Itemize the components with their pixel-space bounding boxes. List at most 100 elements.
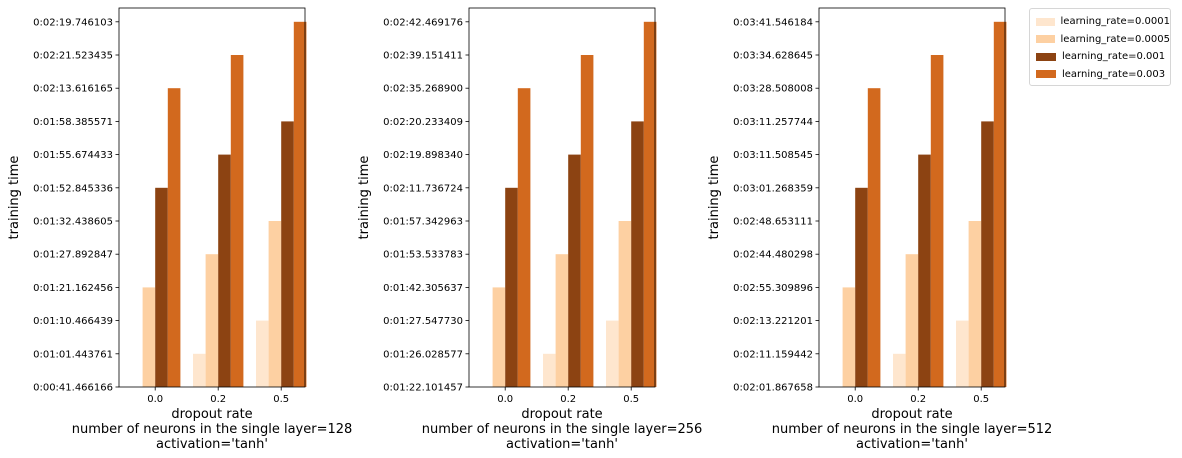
x-tick-label-3-1: 0.2 [910, 394, 926, 405]
bar-panel1-series4-cat3 [293, 21, 307, 388]
y-tick-label-3-3: 0:02:55.309896 [733, 283, 813, 294]
legend-swatch-lr-0.0001 [1036, 17, 1055, 26]
y-tick-label-1-5: 0:01:32.438605 [33, 217, 113, 228]
legend-label-lr-0.001: learning_rate=0.001 [1062, 51, 1166, 63]
legend-swatch-lr-0.001 [1036, 52, 1056, 61]
y-axis-label-3: training time [707, 156, 722, 240]
bar-panel2-series1-cat2 [543, 353, 556, 387]
y-tick-label-3-10: 0:03:34.628645 [733, 51, 813, 62]
x-tick-label-1-2: 0.5 [273, 394, 289, 405]
legend-label-lr-0.003: learning_rate=0.003 [1062, 68, 1166, 80]
y-tick-label-2-3: 0:01:42.305637 [383, 283, 463, 294]
subplot-caption-1-1: number of neurons in the single layer=12… [72, 422, 353, 437]
y-tick-label-3-9: 0:03:28.508008 [733, 84, 813, 95]
bar-panel1-series2-cat2 [205, 254, 219, 387]
y-axis-label-1: training time [7, 156, 22, 240]
y-tick-label-1-11: 0:02:19.746103 [33, 17, 113, 28]
bar-panel1-series4-cat2 [230, 55, 244, 387]
y-tick-label-2-5: 0:01:57.342963 [383, 217, 463, 228]
y-tick-label-3-11: 0:03:41.546184 [733, 17, 813, 28]
bar-panel3-series3-cat3 [981, 121, 994, 388]
y-tick-label-1-9: 0:02:13.616165 [33, 84, 113, 95]
y-tick-label-2-8: 0:02:20.233409 [383, 117, 463, 128]
x-axis-label-1: dropout rate [171, 407, 252, 422]
legend-item-lr-0.0005: learning_rate=0.0005 [1036, 31, 1170, 49]
subplot-caption-1-2: activation='tanh' [156, 437, 268, 452]
y-tick-label-2-7: 0:02:19.898340 [383, 150, 463, 161]
bar-panel2-series2-cat1 [492, 287, 506, 387]
axes-frame-1 [118, 7, 306, 388]
y-tick-label-3-4: 0:02:44.480298 [733, 250, 813, 261]
y-tick-label-1-3: 0:01:21.162456 [33, 283, 113, 294]
subplot-caption-2-2: activation='tanh' [506, 437, 618, 452]
legend-swatch-lr-0.0005 [1036, 35, 1055, 44]
y-axis-label-2: training time [357, 156, 372, 240]
bar-panel3-series2-cat1 [842, 287, 856, 387]
legend-swatch-lr-0.003 [1036, 70, 1056, 79]
y-tick-label-2-4: 0:01:53.533783 [383, 250, 463, 261]
y-tick-label-3-2: 0:02:13.221201 [733, 316, 813, 327]
y-tick-label-2-1: 0:01:26.028577 [383, 349, 463, 360]
bar-panel1-series1-cat3 [256, 320, 269, 387]
y-tick-label-3-5: 0:02:48.653111 [733, 217, 813, 228]
subplot-caption-3-1: number of neurons in the single layer=51… [772, 422, 1053, 437]
bar-panel3-series4-cat3 [993, 21, 1007, 388]
legend-item-lr-0.001: learning_rate=0.001 [1036, 48, 1170, 66]
y-tick-label-1-4: 0:01:27.892847 [33, 250, 113, 261]
x-axis-label-3: dropout rate [871, 407, 952, 422]
y-tick-label-1-0: 0:00:41.466166 [33, 383, 113, 394]
y-tick-label-1-10: 0:02:21.523435 [33, 51, 113, 62]
legend-label-lr-0.0005: learning_rate=0.0005 [1060, 33, 1170, 45]
bar-panel3-series3-cat2 [918, 154, 931, 387]
x-tick-label-1-1: 0.2 [210, 394, 226, 405]
y-tick-label-3-1: 0:02:11.159442 [733, 349, 813, 360]
subplot-1: 0:00:41.466166 0:01:01.443761 0:01:10.4664… [7, 7, 353, 452]
bar-panel3-series2-cat3 [968, 221, 982, 387]
y-tick-label-2-9: 0:02:35.268900 [383, 84, 463, 95]
subplot-caption-2-1: number of neurons in the single layer=25… [422, 422, 703, 437]
bar-panel3-series4-cat1 [867, 88, 881, 387]
bar-panel2-series4-cat2 [580, 55, 594, 387]
x-tick-label-3-0: 0.0 [847, 394, 863, 405]
x-tick-label-3-2: 0.5 [973, 394, 989, 405]
bar-panel2-series4-cat1 [517, 88, 531, 387]
y-tick-label-1-1: 0:01:01.443761 [33, 349, 113, 360]
axes-frame-3 [818, 7, 1006, 388]
bar-panel1-series1-cat2 [193, 353, 206, 387]
bar-panel2-series3-cat3 [631, 121, 644, 388]
bar-panel1-series2-cat1 [142, 287, 156, 387]
subplot-caption-3-2: activation='tanh' [856, 437, 968, 452]
bar-panel1-series2-cat3 [268, 221, 282, 387]
x-tick-label-2-1: 0.2 [560, 394, 576, 405]
legend: learning_rate=0.0001 learning_rate=0.000… [1029, 8, 1171, 86]
y-tick-label-1-8: 0:01:58.385571 [33, 117, 113, 128]
bar-panel2-series4-cat3 [643, 21, 657, 388]
y-tick-label-2-0: 0:01:22.101457 [383, 383, 463, 394]
subplot-3: 0:02:01.867658 0:02:11.159442 0:02:13.2212… [707, 7, 1053, 452]
bar-panel1-series3-cat2 [218, 154, 231, 387]
bar-panel2-series1-cat3 [606, 320, 619, 387]
bar-panel3-series1-cat3 [956, 320, 969, 387]
y-tick-label-3-7: 0:03:11.508545 [733, 150, 813, 161]
y-tick-label-3-6: 0:03:01.268359 [733, 183, 813, 194]
y-tick-label-2-10: 0:02:39.151411 [383, 51, 463, 62]
y-tick-label-3-0: 0:02:01.867658 [733, 383, 813, 394]
y-tick-label-2-6: 0:02:11.736724 [383, 183, 463, 194]
y-tick-label-2-2: 0:01:27.547730 [383, 316, 463, 327]
legend-label-lr-0.0001: learning_rate=0.0001 [1060, 16, 1170, 28]
y-tick-label-1-7: 0:01:55.674433 [33, 150, 113, 161]
bar-panel3-series1-cat2 [893, 353, 906, 387]
y-tick-label-1-6: 0:01:52.845336 [33, 183, 113, 194]
bar-panel3-series2-cat2 [905, 254, 919, 387]
bar-panel1-series3-cat3 [281, 121, 294, 388]
bar-panel1-series4-cat1 [167, 88, 181, 387]
legend-item-lr-0.003: learning_rate=0.003 [1036, 66, 1170, 84]
y-tick-label-3-8: 0:03:11.257744 [733, 117, 813, 128]
bar-panel3-series3-cat1 [855, 187, 868, 387]
x-axis-label-2: dropout rate [521, 407, 602, 422]
y-tick-label-1-2: 0:01:10.466439 [33, 316, 113, 327]
bar-panel2-series3-cat2 [568, 154, 581, 387]
bar-panel2-series2-cat3 [618, 221, 632, 387]
legend-item-lr-0.0001: learning_rate=0.0001 [1036, 13, 1170, 31]
